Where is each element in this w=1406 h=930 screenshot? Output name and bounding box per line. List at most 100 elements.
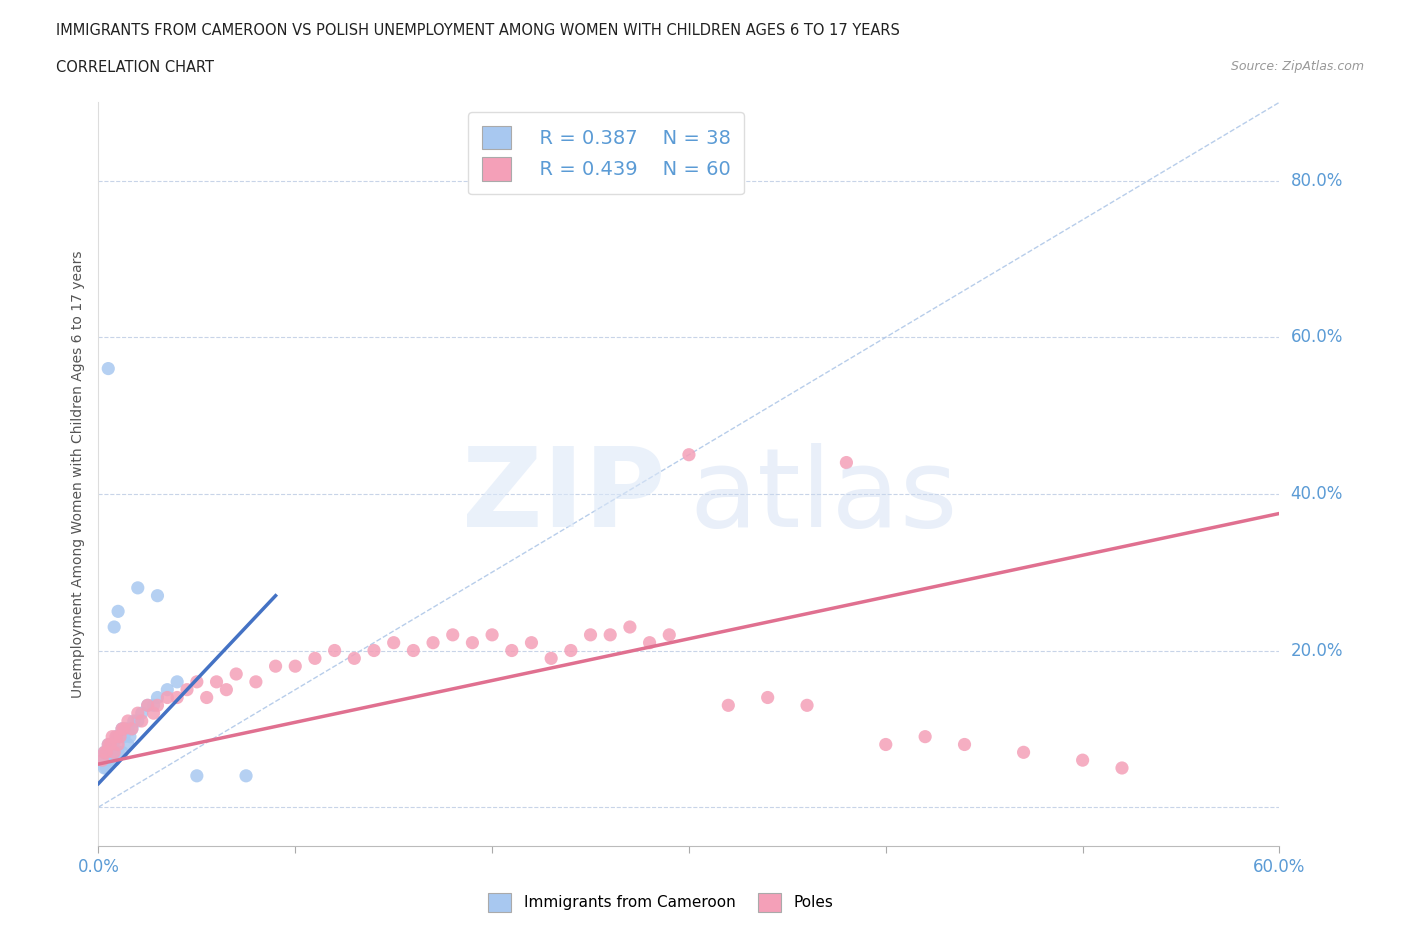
Point [461,635,484,650]
Point [91,752,114,767]
Point [560,643,582,658]
Point [1071,752,1094,767]
Point [756,690,779,705]
Point [91,752,114,767]
Point [127,713,149,728]
Point [96,761,118,776]
Point [107,604,129,618]
Point [501,643,523,658]
Point [103,745,125,760]
Point [678,447,700,462]
Point [540,651,562,666]
Point [599,628,621,643]
Y-axis label: Unemployment Among Women with Children Ages 6 to 17 years: Unemployment Among Women with Children A… [72,250,86,698]
Point [108,729,131,744]
Point [619,619,641,634]
Point [382,635,405,650]
Point [166,674,188,689]
Point [195,690,218,705]
Point [127,706,149,721]
Text: Source: ZipAtlas.com: Source: ZipAtlas.com [1230,60,1364,73]
Point [136,698,159,712]
Point [107,745,129,760]
Point [131,706,153,721]
Text: IMMIGRANTS FROM CAMEROON VS POLISH UNEMPLOYMENT AMONG WOMEN WITH CHILDREN AGES 6: IMMIGRANTS FROM CAMEROON VS POLISH UNEMP… [56,23,900,38]
Point [215,683,238,698]
Point [117,722,139,737]
Point [343,651,366,666]
Point [118,729,141,744]
Point [131,713,153,728]
Point [323,643,346,658]
Legend:   R = 0.387    N = 38,   R = 0.439    N = 60: R = 0.387 N = 38, R = 0.439 N = 60 [468,112,744,194]
Point [103,752,125,767]
Point [264,658,287,673]
Point [146,589,169,604]
Point [93,761,115,776]
Point [875,737,897,752]
Point [97,737,120,752]
Point [422,635,444,650]
Point [111,722,134,737]
Point [103,619,125,634]
Point [166,690,188,705]
Point [98,752,121,767]
Point [304,651,326,666]
Point [441,628,464,643]
Point [108,729,131,744]
Point [1012,745,1035,760]
Point [638,635,661,650]
Point [98,745,121,760]
Legend: Immigrants from Cameroon, Poles: Immigrants from Cameroon, Poles [482,887,839,918]
Point [481,628,503,643]
Point [111,745,134,760]
Text: 40.0%: 40.0% [1291,485,1343,503]
Point [235,768,257,783]
Text: 80.0%: 80.0% [1291,172,1343,190]
Point [105,729,128,744]
Text: CORRELATION CHART: CORRELATION CHART [56,60,214,75]
Point [117,713,139,728]
Point [284,658,307,673]
Point [96,745,118,760]
Point [225,667,247,682]
Point [97,361,120,376]
Point [136,698,159,712]
Point [112,722,135,737]
Text: 60.0%: 60.0% [1291,328,1343,346]
Point [579,628,602,643]
Point [121,722,143,737]
Point [105,729,128,744]
Point [93,745,115,760]
Point [186,768,208,783]
Text: 20.0%: 20.0% [1291,642,1343,659]
Point [953,737,976,752]
Point [127,580,149,595]
Point [122,713,145,728]
Point [717,698,740,712]
Text: ZIP: ZIP [463,443,665,551]
Point [142,706,165,721]
Point [98,737,121,752]
Point [142,698,165,712]
Point [115,722,138,737]
Point [121,722,143,737]
Point [520,635,543,650]
Point [176,683,198,698]
Point [101,737,124,752]
Point [658,628,681,643]
Point [205,674,228,689]
Point [97,737,120,752]
Point [186,674,208,689]
Point [107,729,129,744]
Point [112,729,135,744]
Point [835,455,858,470]
Point [146,698,169,712]
Point [914,729,936,744]
Point [402,643,425,658]
Point [103,737,125,752]
Point [156,683,179,698]
Point [363,643,385,658]
Point [796,698,818,712]
Point [101,729,124,744]
